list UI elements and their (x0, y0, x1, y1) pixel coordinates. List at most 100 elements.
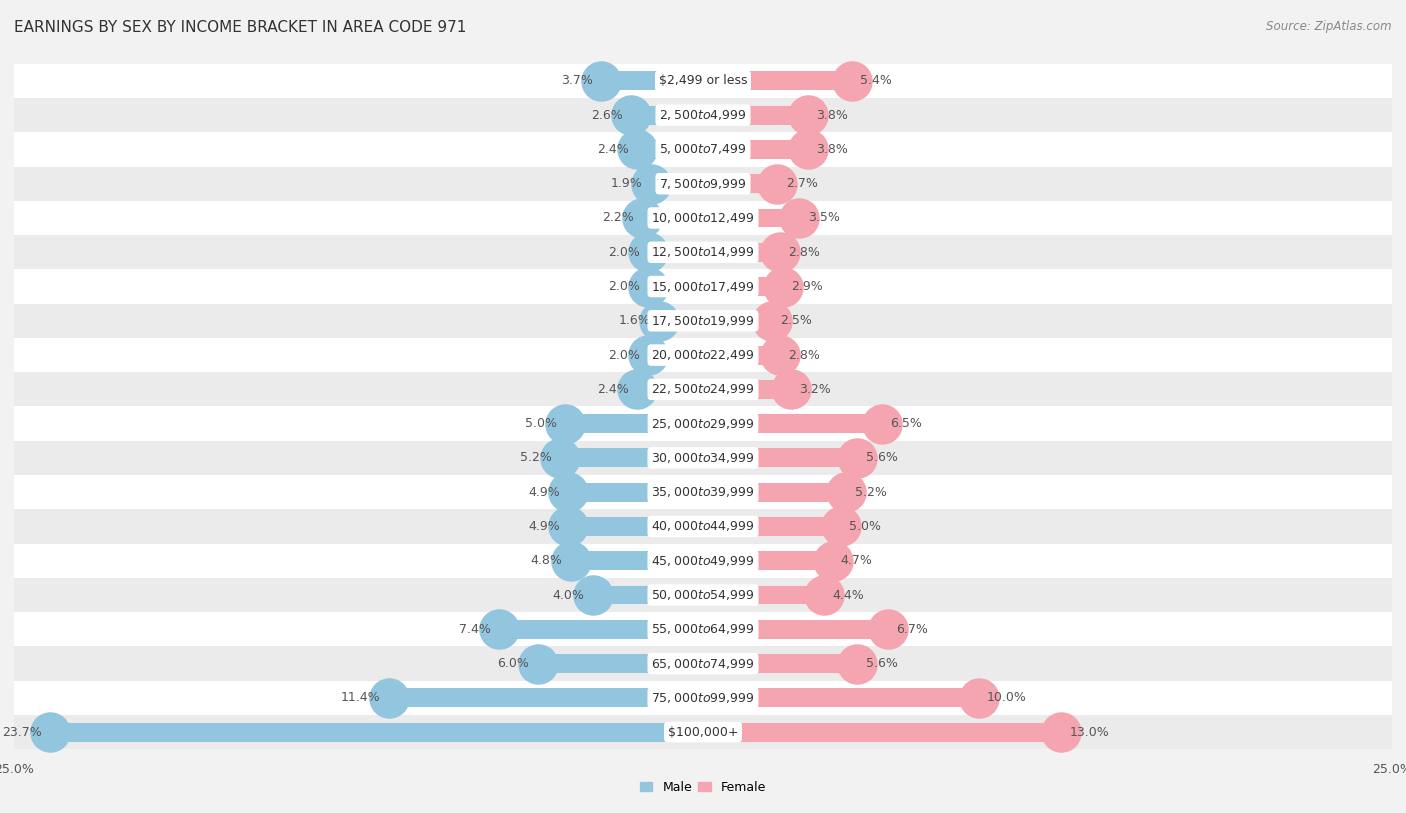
Bar (14, 715, 1392, 750)
Bar (14, 201, 1392, 235)
Text: $20,000 to $22,499: $20,000 to $22,499 (651, 348, 755, 362)
Text: 2.0%: 2.0% (607, 246, 640, 259)
Text: $100,000+: $100,000+ (668, 725, 738, 738)
Text: $55,000 to $64,999: $55,000 to $64,999 (651, 622, 755, 637)
Bar (568, 517, 703, 536)
Text: $2,500 to $4,999: $2,500 to $4,999 (659, 108, 747, 122)
Text: $22,500 to $24,999: $22,500 to $24,999 (651, 382, 755, 397)
Text: 5.0%: 5.0% (849, 520, 882, 533)
Text: 2.0%: 2.0% (607, 280, 640, 293)
Text: 2.9%: 2.9% (792, 280, 823, 293)
Bar (703, 140, 807, 159)
Text: 5.6%: 5.6% (866, 657, 897, 670)
Text: $50,000 to $54,999: $50,000 to $54,999 (651, 588, 755, 602)
Text: $15,000 to $17,499: $15,000 to $17,499 (651, 280, 755, 293)
Bar (14, 372, 1392, 406)
Bar (703, 654, 858, 673)
Bar (703, 723, 1062, 741)
Bar (648, 243, 703, 262)
Text: 5.4%: 5.4% (860, 75, 891, 88)
Text: 2.6%: 2.6% (592, 109, 623, 122)
Text: 5.2%: 5.2% (520, 451, 551, 464)
Text: 2.0%: 2.0% (607, 349, 640, 362)
Bar (14, 475, 1392, 509)
Text: $25,000 to $29,999: $25,000 to $29,999 (651, 416, 755, 431)
Bar (703, 551, 832, 570)
Bar (637, 140, 703, 159)
Bar (14, 304, 1392, 338)
Text: 3.7%: 3.7% (561, 75, 593, 88)
Bar (499, 620, 703, 639)
Text: 11.4%: 11.4% (340, 691, 381, 704)
Text: 5.6%: 5.6% (866, 451, 897, 464)
Bar (703, 689, 979, 707)
Bar (389, 689, 703, 707)
Bar (14, 509, 1392, 544)
Bar (703, 517, 841, 536)
Text: 5.2%: 5.2% (855, 485, 886, 498)
Text: $40,000 to $44,999: $40,000 to $44,999 (651, 520, 755, 533)
Text: 6.5%: 6.5% (890, 417, 922, 430)
Text: 4.4%: 4.4% (832, 589, 865, 602)
Bar (703, 585, 824, 604)
Bar (648, 346, 703, 364)
Bar (600, 72, 703, 90)
Text: 2.5%: 2.5% (780, 315, 813, 328)
Text: EARNINGS BY SEX BY INCOME BRACKET IN AREA CODE 971: EARNINGS BY SEX BY INCOME BRACKET IN ARE… (14, 20, 467, 35)
Text: 2.4%: 2.4% (596, 383, 628, 396)
Bar (14, 680, 1392, 715)
Text: 3.8%: 3.8% (815, 143, 848, 156)
Bar (648, 277, 703, 296)
Bar (703, 414, 882, 433)
Bar (703, 174, 778, 193)
Bar (651, 174, 703, 193)
Text: 2.8%: 2.8% (789, 349, 820, 362)
Text: 1.9%: 1.9% (610, 177, 643, 190)
Bar (703, 620, 887, 639)
Bar (643, 209, 703, 228)
Text: 4.8%: 4.8% (530, 554, 562, 567)
Text: 4.0%: 4.0% (553, 589, 585, 602)
Bar (14, 441, 1392, 475)
Text: 3.2%: 3.2% (800, 383, 831, 396)
Text: $5,000 to $7,499: $5,000 to $7,499 (659, 142, 747, 156)
Text: 2.7%: 2.7% (786, 177, 817, 190)
Text: $17,500 to $19,999: $17,500 to $19,999 (651, 314, 755, 328)
Bar (593, 585, 703, 604)
Text: $35,000 to $39,999: $35,000 to $39,999 (651, 485, 755, 499)
Bar (14, 406, 1392, 441)
Bar (14, 612, 1392, 646)
Text: 3.5%: 3.5% (807, 211, 839, 224)
Bar (14, 63, 1392, 98)
Legend: Male, Female: Male, Female (636, 776, 770, 799)
Text: 6.0%: 6.0% (498, 657, 530, 670)
Bar (14, 133, 1392, 167)
Bar (14, 338, 1392, 372)
Bar (703, 106, 807, 124)
Text: 4.9%: 4.9% (527, 485, 560, 498)
Bar (703, 311, 772, 330)
Bar (14, 646, 1392, 680)
Text: 10.0%: 10.0% (987, 691, 1026, 704)
Text: 1.6%: 1.6% (619, 315, 651, 328)
Bar (703, 72, 852, 90)
Bar (703, 277, 783, 296)
Text: $7,500 to $9,999: $7,500 to $9,999 (659, 176, 747, 191)
Bar (537, 654, 703, 673)
Text: $2,499 or less: $2,499 or less (659, 75, 747, 88)
Bar (565, 414, 703, 433)
Bar (49, 723, 703, 741)
Bar (560, 449, 703, 467)
Bar (703, 209, 800, 228)
Text: 13.0%: 13.0% (1070, 725, 1109, 738)
Text: $10,000 to $12,499: $10,000 to $12,499 (651, 211, 755, 225)
Bar (631, 106, 703, 124)
Text: $75,000 to $99,999: $75,000 to $99,999 (651, 691, 755, 705)
Bar (703, 483, 846, 502)
Bar (14, 235, 1392, 269)
Text: 4.7%: 4.7% (841, 554, 873, 567)
Bar (637, 380, 703, 399)
Text: 6.7%: 6.7% (896, 623, 928, 636)
Bar (703, 346, 780, 364)
Text: 3.8%: 3.8% (815, 109, 848, 122)
